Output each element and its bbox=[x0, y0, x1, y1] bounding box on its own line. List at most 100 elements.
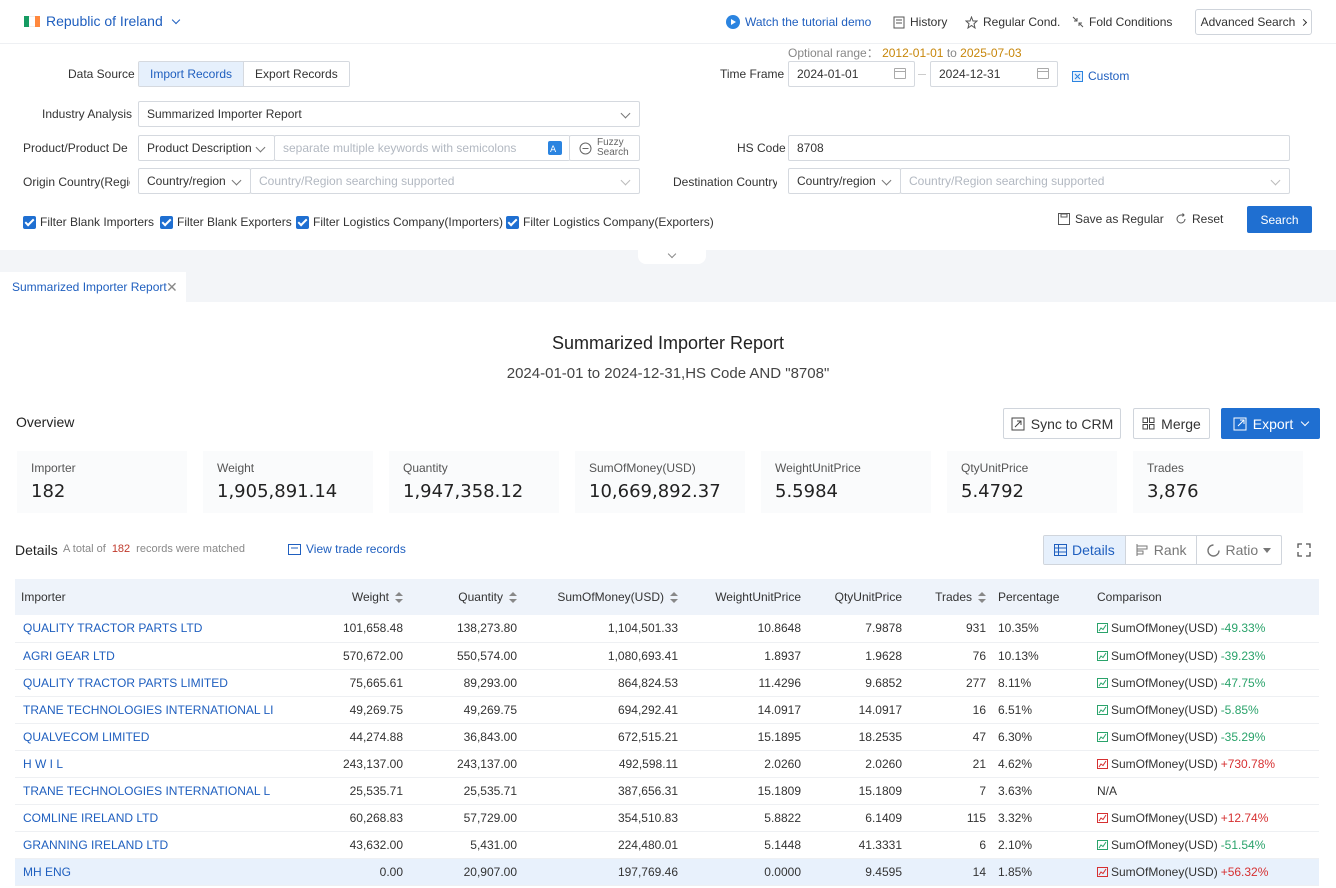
chevron-down-icon bbox=[881, 175, 892, 186]
cell-money: 694,292.41 bbox=[523, 696, 684, 724]
industry-analysis-select[interactable]: Summarized Importer Report bbox=[138, 101, 640, 127]
table-row[interactable]: AGRI GEAR LTD 570,672.00 550,574.00 1,080,6… bbox=[15, 642, 1319, 670]
stat-value: 1,905,891.14 bbox=[217, 481, 338, 502]
trend-chart-icon bbox=[1097, 758, 1108, 769]
merge-button[interactable]: Merge bbox=[1133, 408, 1210, 439]
importer-name-link[interactable]: H W I L bbox=[15, 750, 285, 778]
cell-wup: 5.1448 bbox=[684, 831, 807, 859]
history-link[interactable]: History bbox=[893, 15, 947, 29]
view-trade-records-link[interactable]: View trade records bbox=[288, 542, 406, 556]
tab-summarized-importer-report[interactable]: Summarized Importer Report ✕ bbox=[0, 272, 186, 302]
fuzzy-search-toggle[interactable]: Fuzzy Search bbox=[569, 135, 640, 161]
export-button[interactable]: Export bbox=[1221, 408, 1320, 439]
date-from-input[interactable]: 2024-01-01 bbox=[788, 61, 915, 87]
stat-label: Trades bbox=[1147, 461, 1184, 475]
destination-type-select[interactable]: Country/region bbox=[788, 168, 901, 194]
col-sum-of-money[interactable]: SumOfMoney(USD) bbox=[523, 579, 684, 615]
cell-weight: 243,137.00 bbox=[285, 750, 409, 778]
cell-comparison: SumOfMoney(USD) +56.32% bbox=[1087, 858, 1319, 886]
fold-conditions-link[interactable]: Fold Conditions bbox=[1072, 15, 1172, 29]
advanced-search-button[interactable]: Advanced Search bbox=[1195, 9, 1312, 35]
save-as-regular-button[interactable]: Save as Regular bbox=[1058, 212, 1164, 226]
chevron-right-icon bbox=[1300, 18, 1308, 26]
fullscreen-icon[interactable] bbox=[1297, 543, 1311, 557]
hs-code-input[interactable]: 8708 bbox=[788, 135, 1290, 161]
view-rank-button[interactable]: Rank bbox=[1124, 536, 1197, 564]
chevron-down-icon bbox=[1270, 175, 1281, 186]
date-to-input[interactable]: 2024-12-31 bbox=[930, 61, 1058, 87]
table-row[interactable]: QUALVECOM LIMITED 44,274.88 36,843.00 672,5… bbox=[15, 723, 1319, 751]
sync-to-crm-button[interactable]: Sync to CRM bbox=[1003, 408, 1121, 439]
col-weight[interactable]: Weight bbox=[285, 579, 409, 615]
export-records-button[interactable]: Export Records bbox=[244, 62, 349, 86]
filter-logistics-exporters-checkbox[interactable]: Filter Logistics Company(Exporters) bbox=[506, 215, 714, 229]
translate-icon[interactable]: A bbox=[548, 141, 562, 155]
filter-blank-importers-checkbox[interactable]: Filter Blank Importers bbox=[23, 215, 154, 229]
view-details-label: Details bbox=[1072, 542, 1115, 558]
cell-wup: 5.8822 bbox=[684, 804, 807, 832]
importer-name-link[interactable]: GRANNING IRELAND LTD bbox=[15, 831, 285, 859]
cell-qup: 18.2535 bbox=[807, 723, 908, 751]
importer-name-link[interactable]: QUALVECOM LIMITED bbox=[15, 723, 285, 751]
product-keyword-input[interactable]: separate multiple keywords with semicolo… bbox=[274, 135, 570, 161]
sort-icon[interactable] bbox=[395, 592, 403, 604]
table-row[interactable]: TRANE TECHNOLOGIES INTERNATIONAL L 25,535… bbox=[15, 777, 1319, 805]
tutorial-link[interactable]: Watch the tutorial demo bbox=[726, 15, 871, 29]
importer-name-link[interactable]: COMLINE IRELAND LTD bbox=[15, 804, 285, 832]
table-row[interactable]: GRANNING IRELAND LTD 43,632.00 5,431.00 224… bbox=[15, 831, 1319, 859]
table-row[interactable]: QUALITY TRACTOR PARTS LIMITED 75,665.61 89… bbox=[15, 669, 1319, 697]
table-row[interactable]: MH ENG 0.00 20,907.00 197,769.46 0.0000 9.459… bbox=[15, 858, 1319, 886]
importer-name-link[interactable]: TRANE TECHNOLOGIES INTERNATIONAL L bbox=[15, 777, 285, 805]
cell-comparison: SumOfMoney(USD) +730.78% bbox=[1087, 750, 1319, 778]
table-row[interactable]: TRANE TECHNOLOGIES INTERNATIONAL LI 49,26… bbox=[15, 696, 1319, 724]
merge-icon bbox=[1142, 417, 1155, 430]
col-trades[interactable]: Trades bbox=[908, 579, 992, 615]
importer-name-link[interactable]: QUALITY TRACTOR PARTS LTD bbox=[15, 615, 285, 643]
close-icon[interactable]: ✕ bbox=[166, 279, 178, 295]
comparison-metric: SumOfMoney(USD) bbox=[1111, 864, 1218, 879]
destination-country-input[interactable]: Country/Region searching supported bbox=[900, 168, 1290, 194]
col-quantity[interactable]: Quantity bbox=[409, 579, 523, 615]
fuzzy-line2: Search bbox=[597, 147, 629, 158]
importer-name-link[interactable]: QUALITY TRACTOR PARTS LIMITED bbox=[15, 669, 285, 697]
country-name: Republic of Ireland bbox=[46, 13, 163, 29]
cell-qty: 49,269.75 bbox=[409, 696, 523, 724]
import-records-button[interactable]: Import Records bbox=[139, 62, 245, 86]
cell-qup: 9.6852 bbox=[807, 669, 908, 697]
origin-type-select[interactable]: Country/region bbox=[138, 168, 251, 194]
stat-label: SumOfMoney(USD) bbox=[589, 461, 696, 475]
collapse-toggle[interactable] bbox=[638, 249, 706, 264]
origin-country-input[interactable]: Country/Region searching supported bbox=[250, 168, 640, 194]
col-weight-unit-price: WeightUnitPrice bbox=[684, 579, 807, 615]
product-type-select[interactable]: Product Description bbox=[138, 135, 275, 161]
calendar-icon bbox=[1037, 68, 1049, 79]
sort-icon[interactable] bbox=[670, 592, 678, 604]
view-details-button[interactable]: Details bbox=[1044, 536, 1125, 564]
cell-weight: 570,672.00 bbox=[285, 642, 409, 670]
filter-logistics-importers-label: Filter Logistics Company(Importers) bbox=[313, 215, 504, 229]
search-button[interactable]: Search bbox=[1247, 206, 1312, 233]
sort-icon[interactable] bbox=[978, 592, 986, 604]
stat-importer: Importer 182 bbox=[17, 451, 187, 513]
country-selector[interactable]: Republic of Ireland bbox=[24, 13, 180, 29]
regular-cond-link[interactable]: Regular Cond. bbox=[965, 15, 1060, 29]
filter-blank-exporters-checkbox[interactable]: Filter Blank Exporters bbox=[160, 215, 292, 229]
importer-name-link[interactable]: TRANE TECHNOLOGIES INTERNATIONAL LI bbox=[15, 696, 285, 724]
optional-range-to: 2025-07-03 bbox=[960, 46, 1022, 60]
table-row[interactable]: H W I L 243,137.00 243,137.00 492,598.11 2.0… bbox=[15, 750, 1319, 778]
destination-country-placeholder: Country/Region searching supported bbox=[909, 174, 1105, 188]
export-icon bbox=[1233, 417, 1247, 430]
table-row[interactable]: QUALITY TRACTOR PARTS LTD 101,658.48 138,2… bbox=[15, 615, 1319, 643]
sort-icon[interactable] bbox=[509, 592, 517, 604]
cell-trades: 6 bbox=[908, 831, 992, 859]
filter-logistics-importers-checkbox[interactable]: Filter Logistics Company(Importers) bbox=[296, 215, 503, 229]
origin-type-value: Country/region bbox=[147, 174, 226, 188]
stat-qty-unit-price: QtyUnitPrice 5.4792 bbox=[947, 451, 1117, 513]
table-row[interactable]: COMLINE IRELAND LTD 60,268.83 57,729.00 354… bbox=[15, 804, 1319, 832]
importer-name-link[interactable]: MH ENG bbox=[15, 858, 285, 886]
importer-name-link[interactable]: AGRI GEAR LTD bbox=[15, 642, 285, 670]
view-ratio-button[interactable]: Ratio bbox=[1196, 536, 1281, 564]
custom-link[interactable]: Custom bbox=[1072, 69, 1129, 83]
reset-button[interactable]: Reset bbox=[1175, 212, 1223, 226]
col-percentage: Percentage bbox=[992, 579, 1087, 615]
